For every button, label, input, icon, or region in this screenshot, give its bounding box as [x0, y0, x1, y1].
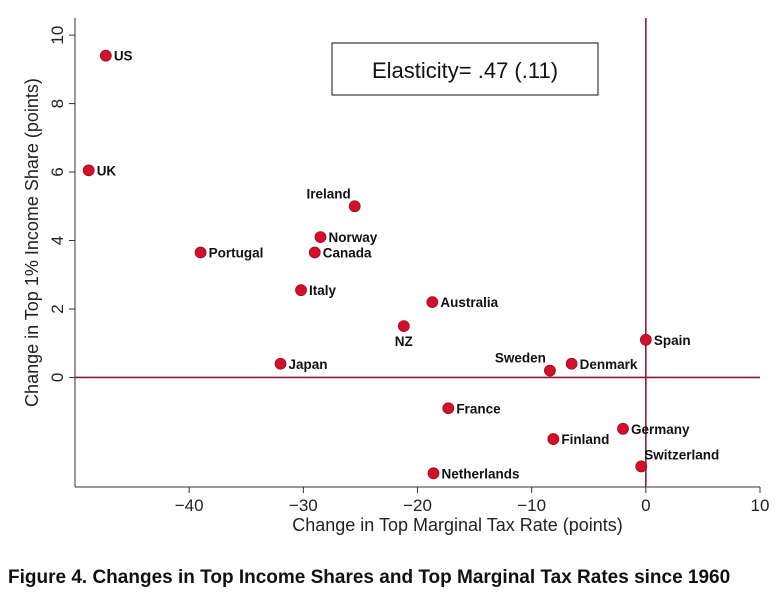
x-tick-label: −20 — [403, 496, 432, 515]
point-label-finland: Finland — [561, 432, 609, 447]
y-tick-label: 4 — [48, 236, 67, 245]
point-label-switzerland: Switzerland — [644, 447, 719, 462]
y-tick-label: 10 — [48, 26, 67, 45]
y-tick-label: 8 — [48, 99, 67, 108]
point-ireland — [348, 200, 361, 213]
x-axis-title: Change in Top Marginal Tax Rate (points) — [292, 515, 623, 535]
point-label-denmark: Denmark — [580, 357, 638, 372]
point-spain — [639, 333, 652, 346]
point-label-germany: Germany — [631, 422, 690, 437]
x-tick-label: −10 — [517, 496, 546, 515]
point-canada — [308, 246, 321, 259]
point-label-japan: Japan — [289, 357, 328, 372]
point-denmark — [565, 357, 578, 370]
elasticity-annotation: Elasticity= .47 (.11) — [372, 58, 558, 83]
point-label-canada: Canada — [323, 246, 372, 261]
point-label-netherlands: Netherlands — [441, 466, 519, 481]
point-label-uk: UK — [97, 163, 117, 178]
point-label-australia: Australia — [440, 295, 498, 310]
x-tick-label: 0 — [641, 496, 650, 515]
y-tick-label: 6 — [48, 167, 67, 176]
figure-caption: Figure 4. Changes in Top Income Shares a… — [8, 567, 731, 588]
point-label-italy: Italy — [309, 283, 337, 298]
point-finland — [547, 433, 560, 445]
point-norway — [314, 231, 327, 243]
scatter-chart: −40 −30 −20 −10 0 10 0 2 4 6 8 10 Change in Top Marg… — [22, 18, 770, 535]
point-nz — [397, 320, 410, 333]
y-tick-label: 0 — [48, 373, 67, 382]
point-label-nz: NZ — [395, 334, 413, 349]
point-label-portugal: Portugal — [209, 246, 264, 261]
x-tick-label: −40 — [175, 496, 204, 515]
point-label-sweden: Sweden — [495, 351, 546, 366]
point-australia — [426, 296, 439, 309]
point-sweden — [544, 364, 556, 377]
point-label-spain: Spain — [654, 333, 691, 348]
y-axis-title: Change in Top 1% Income Share (points) — [22, 78, 42, 407]
point-label-us: US — [114, 49, 133, 64]
x-tick-label: 10 — [751, 496, 770, 515]
point-label-france: France — [456, 401, 501, 416]
point-france — [442, 402, 455, 415]
point-label-norway: Norway — [328, 230, 377, 245]
point-uk — [82, 164, 95, 177]
point-us — [99, 49, 112, 62]
point-switzerland — [635, 460, 648, 473]
point-germany — [617, 422, 629, 435]
y-tick-label: 2 — [48, 304, 67, 313]
elasticity-box — [331, 42, 599, 96]
point-italy — [295, 284, 307, 297]
point-japan — [274, 357, 287, 370]
point-label-ireland: Ireland — [306, 186, 350, 201]
point-netherlands — [427, 467, 440, 480]
point-portugal — [194, 246, 207, 259]
x-tick-label: −30 — [289, 496, 318, 515]
